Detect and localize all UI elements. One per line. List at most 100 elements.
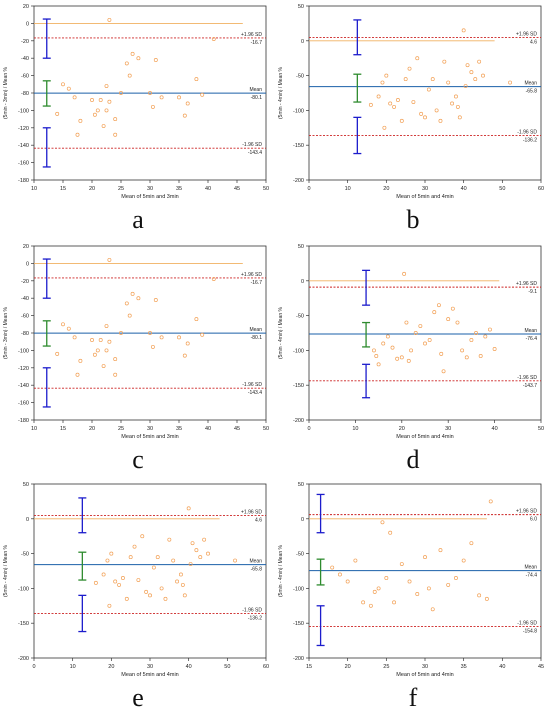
data-point (182, 593, 187, 598)
data-point (233, 558, 238, 563)
y-tick-label: -100 (18, 586, 29, 592)
data-point (415, 56, 420, 61)
panel-label: f (408, 683, 418, 712)
data-point (194, 548, 199, 553)
x-tick-label: 50 (224, 664, 230, 670)
x-tick-label: 45 (234, 426, 240, 432)
lower-limit-label: -1.96 SD (242, 608, 262, 614)
mean-label: Mean (249, 87, 262, 93)
data-point (107, 603, 112, 608)
data-point (186, 506, 191, 511)
data-point (446, 582, 451, 587)
data-point (150, 104, 155, 109)
data-point (423, 555, 427, 560)
data-point (382, 125, 387, 130)
data-point (439, 351, 444, 356)
y-tick-label: -150 (293, 143, 304, 149)
data-point (492, 347, 497, 351)
panel-label: e (132, 683, 144, 712)
upper-limit-value: -16.7 (251, 40, 263, 46)
data-point (395, 356, 400, 361)
upper-limit-value: -9.1 (528, 289, 537, 295)
data-point (198, 555, 203, 560)
data-point (413, 331, 418, 335)
y-tick-label: -100 (293, 108, 304, 114)
x-tick-label: 10 (352, 426, 358, 432)
x-tick-label: 30 (147, 664, 153, 670)
data-point (381, 341, 386, 346)
plot-frame (308, 5, 542, 181)
x-axis-label: Mean of 5min and 4min (396, 434, 453, 440)
x-tick-label: 45 (234, 186, 240, 192)
mean-label: Mean (524, 328, 537, 334)
data-point (72, 335, 77, 340)
upper-limit-ci-bar (353, 19, 362, 56)
data-point (206, 551, 210, 556)
data-point (113, 117, 118, 122)
data-point (127, 313, 132, 318)
x-tick-label: 20 (345, 664, 351, 670)
data-point (438, 118, 443, 123)
mean-value: -80.1 (251, 95, 263, 101)
data-point (450, 101, 455, 106)
data-point (380, 520, 385, 525)
data-point (455, 320, 460, 325)
data-point (55, 351, 60, 356)
y-tick-label: -100 (293, 348, 304, 354)
y-tick-label: 20 (23, 4, 29, 10)
upper-limit-value: -16.7 (251, 280, 263, 286)
data-point (434, 108, 439, 113)
lower-limit-ci-bar (362, 363, 371, 399)
data-point (395, 98, 400, 102)
data-point (155, 555, 160, 560)
x-tick-label: 40 (205, 186, 211, 192)
data-point (104, 108, 109, 113)
data-point (372, 348, 376, 353)
lower-limit-label: -1.96 SD (517, 130, 537, 136)
lower-limit-label: -1.96 SD (242, 142, 262, 148)
data-point (418, 324, 423, 328)
data-point (438, 548, 443, 553)
x-tick-label: 30 (422, 186, 428, 192)
x-tick-label: 30 (147, 186, 153, 192)
data-point (455, 104, 460, 109)
data-point (426, 87, 431, 92)
y-tick-label: -120 (18, 366, 29, 372)
data-point (107, 257, 112, 262)
data-point (101, 364, 106, 369)
data-point (488, 499, 493, 504)
data-point (450, 306, 455, 311)
data-point (113, 132, 118, 137)
lower-limit-value: -136.2 (523, 138, 537, 144)
data-point (107, 339, 112, 344)
x-tick-label: 40 (461, 186, 467, 192)
data-point (78, 118, 83, 123)
x-tick-label: 60 (538, 186, 544, 192)
data-point (385, 334, 390, 339)
x-tick-label: 50 (263, 426, 269, 432)
data-point (461, 28, 466, 33)
y-tick-label: -50 (296, 552, 304, 558)
data-point (430, 77, 435, 82)
upper-limit-ci-bar (42, 18, 51, 59)
mean-label: Mean (249, 327, 262, 333)
data-point (120, 576, 125, 580)
data-point (380, 80, 385, 85)
data-point (392, 600, 397, 605)
mean-ci-bar (362, 321, 371, 348)
x-tick-label: 50 (538, 426, 544, 432)
x-tick-label: 25 (118, 426, 124, 432)
x-tick-label: 35 (176, 186, 182, 192)
data-point (353, 558, 358, 563)
data-point (376, 94, 381, 99)
data-point (185, 341, 190, 346)
data-point (107, 99, 112, 104)
x-axis-label: Mean of 5min and 4min (121, 672, 178, 678)
data-point (453, 576, 458, 580)
y-tick-label: -200 (293, 656, 304, 662)
x-tick-label: 35 (461, 664, 467, 670)
x-axis-label: Mean of 5min and 4min (396, 194, 453, 200)
y-tick-label: -180 (18, 178, 29, 184)
data-point (483, 334, 488, 339)
x-tick-label: 30 (445, 426, 451, 432)
